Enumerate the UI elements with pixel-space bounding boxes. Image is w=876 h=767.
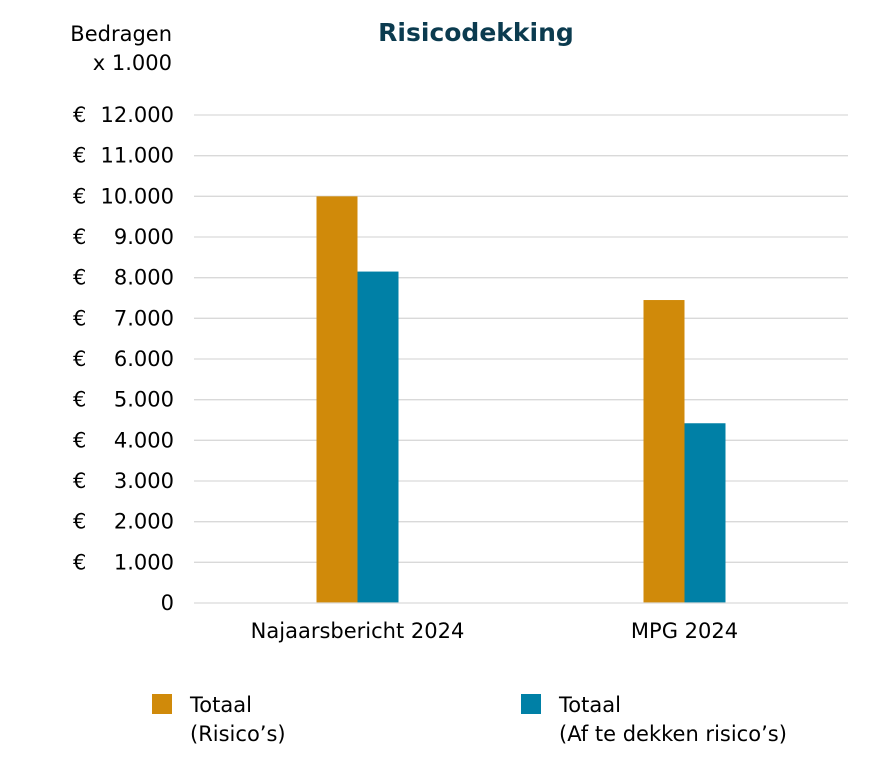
y-tick-currency: € [73, 225, 86, 249]
legend: Totaal (Risico’s) Totaal (Af te dekken r… [152, 693, 787, 746]
y-tick-currency: € [73, 306, 86, 330]
legend-label-series-2-line-2: (Af te dekken risico’s) [559, 722, 787, 746]
bars [316, 196, 726, 604]
gridlines [194, 114, 848, 563]
x-tick-label: MPG 2024 [631, 619, 738, 643]
y-tick-label: 6.000 [114, 347, 174, 371]
bar-series-2-1 [357, 271, 399, 603]
chart-title: Risicodekking [378, 18, 574, 47]
y-tick-currency: € [73, 510, 86, 534]
y-axis-label-line-1: Bedragen [70, 22, 172, 46]
y-tick-label: 11.000 [101, 144, 174, 168]
y-tick-label: 5.000 [114, 388, 174, 412]
y-tick-label: 2.000 [114, 510, 174, 534]
y-tick-currency: € [73, 184, 86, 208]
x-axis-ticks: Najaarsbericht 2024 MPG 2024 [251, 619, 738, 643]
y-tick-label: 3.000 [114, 469, 174, 493]
x-tick-label: Najaarsbericht 2024 [251, 619, 465, 643]
y-tick-label: 10.000 [101, 184, 174, 208]
y-tick-label: 12.000 [101, 103, 174, 127]
legend-label-series-1-line-1: Totaal [189, 693, 252, 717]
bar-series-1-1 [316, 196, 358, 604]
y-tick-currency: € [73, 469, 86, 493]
y-axis-label-line-2: x 1.000 [93, 51, 172, 75]
y-tick-currency: € [73, 388, 86, 412]
y-tick-currency: € [73, 347, 86, 371]
y-tick-currency: € [73, 144, 86, 168]
bar-series-1-2 [643, 300, 685, 603]
legend-label-series-2-line-1: Totaal [558, 693, 621, 717]
y-tick-currency: € [73, 428, 86, 452]
y-tick-currency: € [73, 550, 86, 574]
legend-swatch-series-1 [152, 694, 172, 714]
bar-series-2-2 [684, 423, 726, 603]
y-tick-currency: € [73, 103, 86, 127]
y-axis-ticks: 0 € 1.000 € 2.000 € 3.000 € 4.000 € 5.000 € 6.000 € 7.… [73, 103, 174, 615]
y-tick-label: 4.000 [114, 428, 174, 452]
y-tick-label: 0 [161, 591, 174, 615]
y-tick-label: 7.000 [114, 306, 174, 330]
y-tick-label: 9.000 [114, 225, 174, 249]
y-tick-label: 8.000 [114, 266, 174, 290]
y-tick-label: 1.000 [114, 550, 174, 574]
y-tick-currency: € [73, 266, 86, 290]
legend-swatch-series-2 [521, 694, 541, 714]
legend-label-series-1-line-2: (Risico’s) [190, 722, 286, 746]
